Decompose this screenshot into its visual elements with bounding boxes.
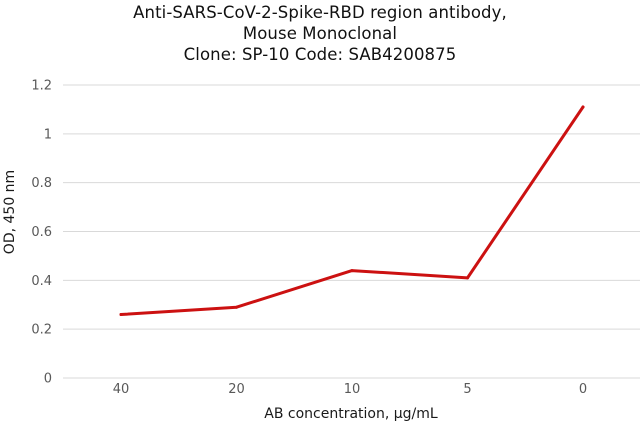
- x-tick-label: 40: [113, 382, 130, 397]
- gridlines: [63, 84, 640, 379]
- y-tick-label: 0.2: [31, 323, 52, 338]
- y-tick-label: 1.2: [31, 79, 52, 94]
- x-axis-label: AB concentration, µg/mL: [264, 406, 438, 422]
- chart-title-line-3: Clone: SP-10 Code: SAB4200875: [183, 45, 457, 64]
- series-layer: [119, 105, 585, 317]
- chart-title-line-2: Mouse Monoclonal: [242, 24, 398, 43]
- chart-title: Anti-SARS-CoV-2-Spike-RBD region antibod…: [0, 2, 640, 65]
- y-tick-label: 0.6: [31, 225, 52, 240]
- y-tick-label: 0: [44, 372, 52, 387]
- y-tick-label: 0.4: [31, 274, 52, 289]
- chart-title-line-1: Anti-SARS-CoV-2-Spike-RBD region antibod…: [133, 3, 507, 22]
- x-tick-label: 0: [579, 382, 587, 397]
- data-point: [466, 276, 469, 280]
- x-tick-label: 10: [344, 382, 361, 397]
- y-tick-label: 1: [44, 127, 52, 142]
- y-tick-label: 0.8: [31, 176, 52, 191]
- series-line: [119, 105, 585, 317]
- y-axis-label: OD, 450 nm: [2, 170, 18, 254]
- data-point: [235, 305, 238, 309]
- x-tick-label: 5: [463, 382, 471, 397]
- data-point: [350, 269, 354, 273]
- x-tick-labels: 40 20 10 5 0: [113, 382, 587, 397]
- y-tick-labels: 0 0.2 0.4 0.6 0.8 1 1.2: [31, 79, 52, 387]
- data-point: [119, 313, 123, 317]
- data-point: [581, 105, 585, 109]
- x-tick-label: 20: [228, 382, 245, 397]
